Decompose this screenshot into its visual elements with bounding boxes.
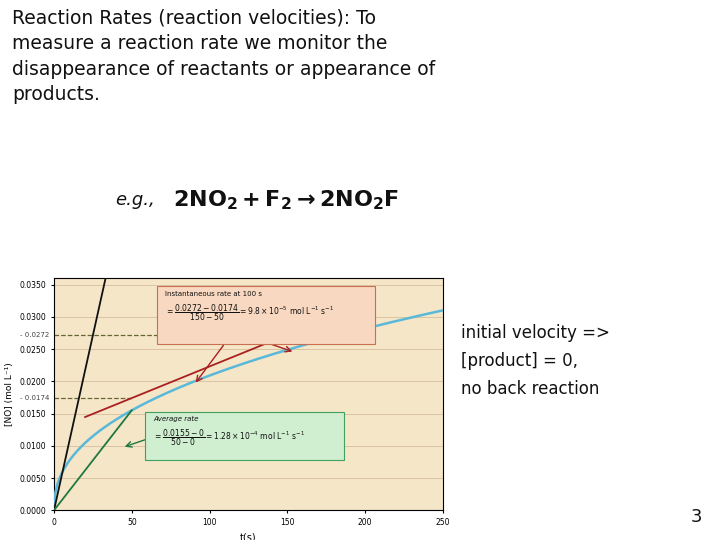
Text: - 0.0174: - 0.0174 bbox=[20, 395, 50, 401]
FancyBboxPatch shape bbox=[145, 411, 343, 461]
Text: initial velocity =>
[product] = 0,
no back reaction: initial velocity => [product] = 0, no ba… bbox=[461, 324, 610, 397]
Text: Average rate: Average rate bbox=[153, 416, 199, 422]
Y-axis label: [NO] (mol L⁻¹): [NO] (mol L⁻¹) bbox=[5, 362, 14, 426]
Text: Reaction Rates (reaction velocities): To
measure a reaction rate we monitor the
: Reaction Rates (reaction velocities): To… bbox=[12, 8, 436, 104]
FancyBboxPatch shape bbox=[157, 286, 375, 345]
Text: - 0.0272: - 0.0272 bbox=[20, 332, 50, 338]
Text: $\mathbf{2NO_2 + F_2 \rightarrow 2NO_2F}$: $\mathbf{2NO_2 + F_2 \rightarrow 2NO_2F}… bbox=[173, 188, 399, 212]
Text: $= \dfrac{0.0272 - 0.0174}{150 - 50} = 9.8 \times 10^{-5}\ \mathrm{mol\ L^{-1}\ : $= \dfrac{0.0272 - 0.0174}{150 - 50} = 9… bbox=[165, 302, 334, 323]
Text: Instantaneous rate at 100 s: Instantaneous rate at 100 s bbox=[165, 291, 262, 297]
Text: e.g.,: e.g., bbox=[115, 191, 155, 209]
Text: 3: 3 bbox=[690, 509, 702, 526]
Text: $= \dfrac{0.0155 - 0}{50 - 0} = 1.28 \times 10^{-4}\ \mathrm{mol\ L^{-1}\ s^{-1}: $= \dfrac{0.0155 - 0}{50 - 0} = 1.28 \ti… bbox=[153, 428, 305, 448]
X-axis label: t(s): t(s) bbox=[240, 532, 257, 540]
